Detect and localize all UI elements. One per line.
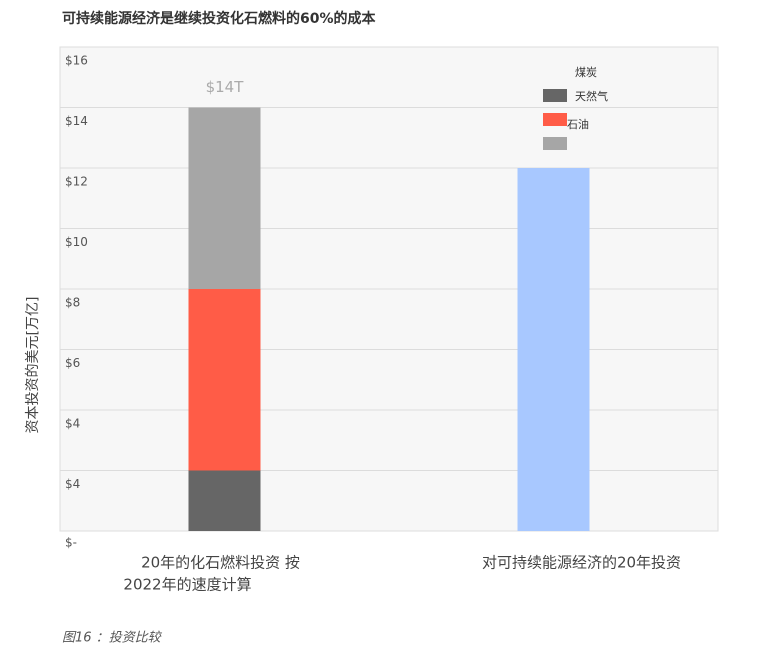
legend-swatch: [543, 89, 567, 102]
y-tick-label: $6: [65, 356, 80, 370]
y-tick-label: $16: [65, 54, 88, 68]
bar-segment: [517, 168, 590, 531]
y-tick-label: $-: [65, 536, 77, 550]
legend-label: 天然气: [575, 89, 608, 103]
y-tick-label: $14: [65, 114, 88, 128]
legend-swatch: [543, 137, 567, 150]
bar-segment: [188, 289, 261, 471]
legend-swatch: [543, 113, 567, 126]
data-label: $14T: [206, 78, 245, 96]
y-tick-label: $4: [65, 417, 80, 431]
y-tick-label: $8: [65, 296, 80, 310]
bar-segment: [188, 107, 261, 289]
bar-segment: [188, 470, 261, 531]
x-tick-label: 对可持续能源经济的20年投资: [482, 554, 681, 572]
legend-label: 石油: [567, 117, 589, 131]
chart-title: 可持续能源经济是继续投资化石燃料的60%的成本: [62, 10, 377, 27]
y-tick-label: $12: [65, 175, 88, 189]
y-tick-label: $10: [65, 235, 88, 249]
legend-label: 煤炭: [575, 66, 597, 79]
caption: 图16 ：投资比较: [62, 631, 163, 646]
y-tick-label: $4: [65, 477, 80, 491]
y-axis-title: 资本投资的美元[万亿]: [25, 297, 41, 434]
x-tick-label: 20年的化石燃料投资 按: [141, 554, 300, 572]
x-tick-label: 2022年的速度计算: [123, 576, 251, 594]
